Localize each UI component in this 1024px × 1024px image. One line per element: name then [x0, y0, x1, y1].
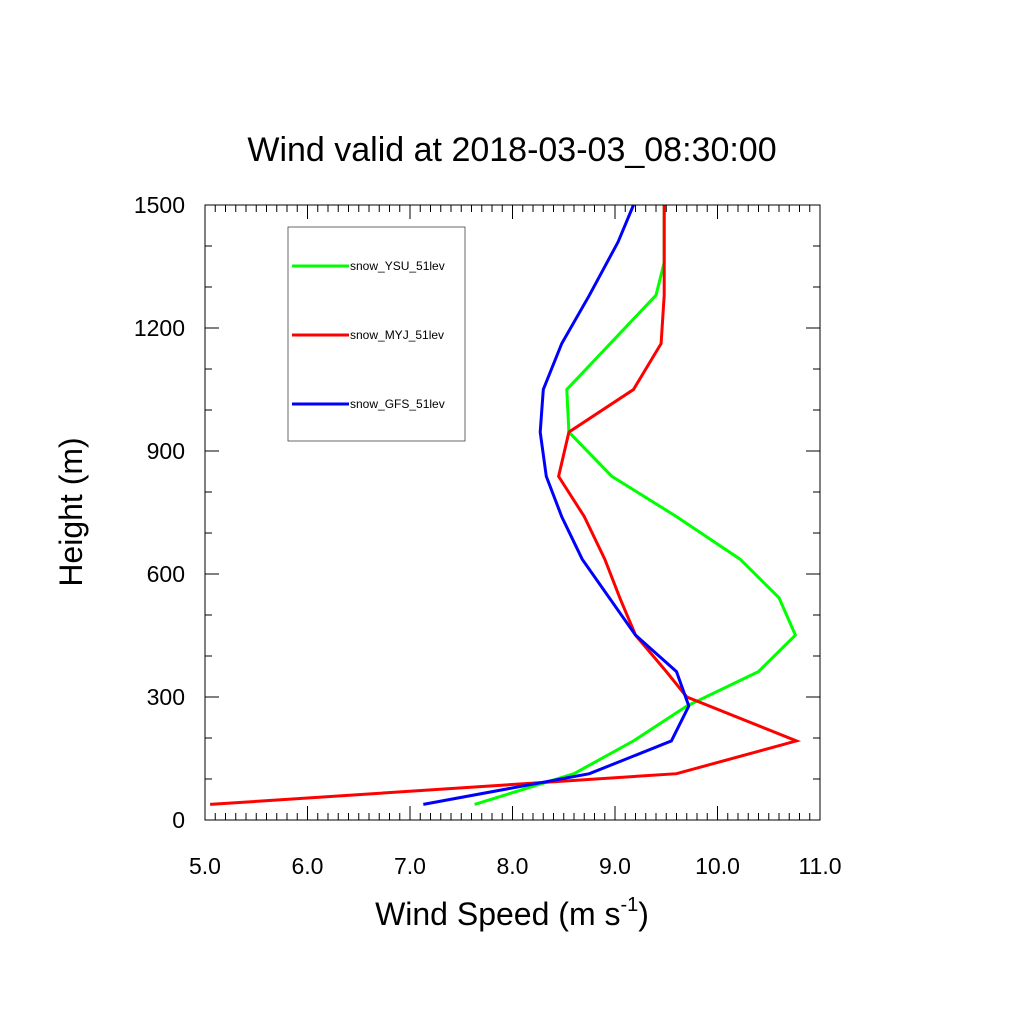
series-line-snow_GFS_51lev [423, 204, 691, 806]
y-tick-label: 0 [172, 807, 185, 833]
x-axis-label: Wind Speed (m s-1) [375, 894, 649, 932]
series-line-snow_MYJ_51lev [210, 205, 802, 806]
x-tick-label: 6.0 [292, 853, 324, 879]
plot-frame [204, 204, 821, 821]
x-tick-label: 10.0 [695, 853, 740, 879]
legend-label: snow_YSU_51lev [350, 259, 445, 273]
chart-title: Wind valid at 2018-03-03_08:30:00 [247, 131, 776, 169]
x-tick-label: 11.0 [798, 853, 841, 879]
series-line-snow_YSU_51lev [474, 205, 798, 806]
y-tick-label: 900 [147, 438, 185, 464]
x-tick-label: 7.0 [394, 853, 426, 879]
series-layer [210, 204, 802, 806]
y-tick-label: 600 [147, 561, 185, 587]
x-tick-label: 9.0 [599, 853, 631, 879]
ticks-layer: 5.0 6.0 7.0 8.0 9.0 10.0 11.0 0 300 600 900 1200 150… [134, 192, 842, 879]
legend-label: snow_GFS_51lev [350, 397, 445, 411]
x-tick-label: 8.0 [497, 853, 529, 879]
legend-label: snow_MYJ_51lev [350, 328, 444, 342]
legend: snow_YSU_51lev snow_MYJ_51lev snow_GFS_51l… [287, 226, 466, 442]
y-tick-label: 1500 [134, 192, 185, 218]
y-axis-label: Height (m) [53, 437, 89, 586]
x-tick-label: 5.0 [189, 853, 221, 879]
y-tick-label: 300 [147, 684, 185, 710]
y-tick-label: 1200 [134, 315, 185, 341]
